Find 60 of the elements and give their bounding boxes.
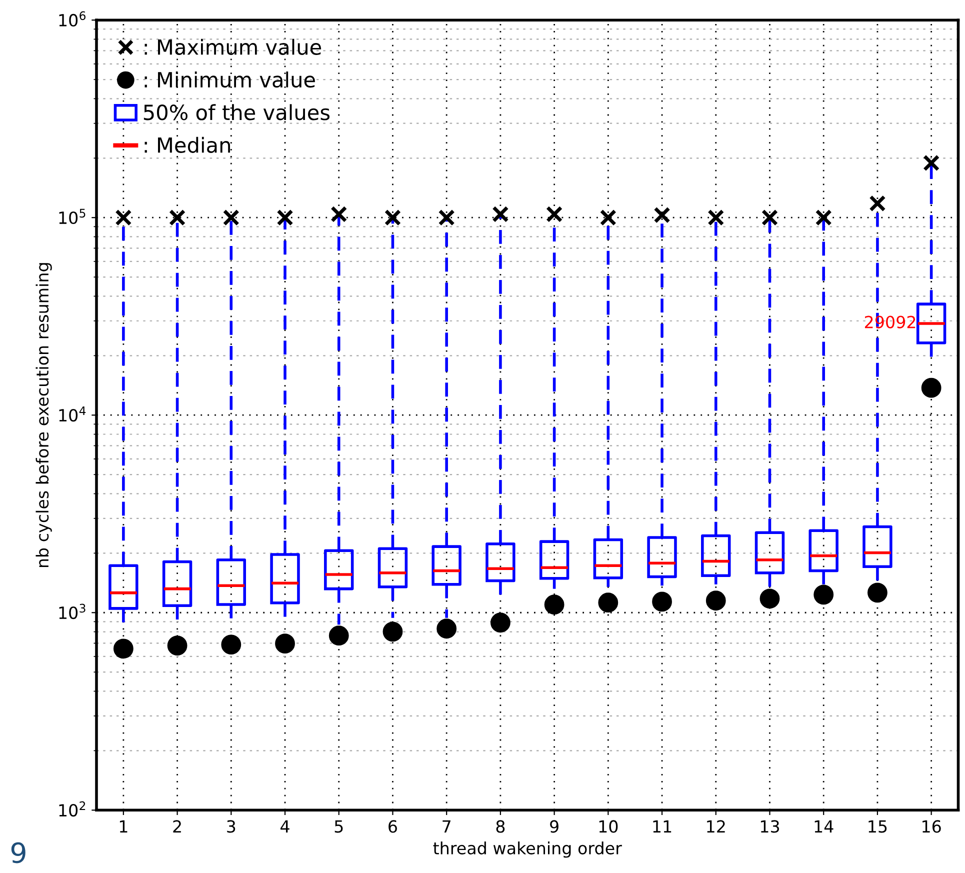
point xyxy=(436,618,457,639)
point xyxy=(330,206,348,223)
y-tick-label: 10$^{2}$ xyxy=(59,801,86,817)
x-tick-label: 14 xyxy=(814,820,834,833)
x-tick-label: 9 xyxy=(550,820,558,833)
point xyxy=(492,206,509,223)
point xyxy=(708,209,724,226)
point xyxy=(382,622,403,642)
y-tick-label: 10$^{6}$ xyxy=(59,11,86,27)
point xyxy=(115,209,132,226)
x-tick-label: 11 xyxy=(653,820,672,833)
x-tick-label: 3 xyxy=(227,820,236,833)
point xyxy=(922,154,940,172)
x-tick-label: 6 xyxy=(388,820,397,833)
point xyxy=(600,209,616,226)
legend-label: 50% of the values xyxy=(144,104,330,120)
x-tick-label: 16 xyxy=(922,820,941,833)
point xyxy=(598,592,618,613)
point xyxy=(815,209,832,226)
x-tick-label: 4 xyxy=(280,820,290,833)
point xyxy=(328,626,349,646)
x-tick-label: 10 xyxy=(599,820,618,833)
point xyxy=(654,206,670,224)
x-tick-label: 8 xyxy=(496,820,505,833)
text: 9 xyxy=(11,842,26,864)
x-axis-title: thread wakening order xyxy=(433,842,622,858)
point xyxy=(868,582,888,603)
point xyxy=(706,590,726,611)
x-tick-label: 1 xyxy=(120,820,128,833)
x-tick-label: 2 xyxy=(173,820,181,833)
point xyxy=(221,634,242,655)
point xyxy=(438,209,455,226)
point xyxy=(814,584,834,605)
x-tick-label: 13 xyxy=(760,820,780,833)
point xyxy=(546,206,563,223)
point xyxy=(168,209,186,226)
point xyxy=(921,378,942,398)
legend-label: : Minimum value xyxy=(144,71,315,88)
point xyxy=(276,209,294,226)
point xyxy=(869,195,886,212)
point xyxy=(275,634,295,654)
point xyxy=(222,209,240,226)
x-tick-label: 7 xyxy=(442,820,450,833)
point xyxy=(167,636,188,656)
point xyxy=(652,592,672,612)
y-tick-label: 10$^{5}$ xyxy=(59,208,86,224)
point xyxy=(384,209,402,226)
x-tick-label: 5 xyxy=(334,820,343,833)
annotation: : Median xyxy=(144,136,230,153)
point xyxy=(760,588,780,609)
y-tick-label: 10$^{4}$ xyxy=(59,406,86,422)
point xyxy=(544,594,564,615)
x-tick-label: 12 xyxy=(707,820,725,833)
y-axis-title: nb cycles before execution resuming xyxy=(36,263,52,568)
point xyxy=(113,638,134,659)
legend-label: : Maximum value xyxy=(144,38,322,55)
y-tick-label: 10$^{3}$ xyxy=(59,604,86,620)
x-tick-label: 15 xyxy=(868,820,887,833)
point xyxy=(490,612,510,633)
point xyxy=(761,209,778,226)
